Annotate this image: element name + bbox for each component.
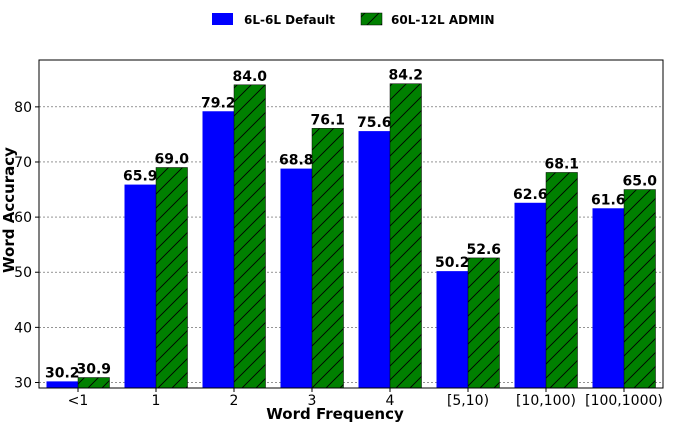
legend-label-series-2: 60L-12L ADMIN [391, 13, 495, 27]
x-axis-title: Word Frequency [266, 405, 404, 423]
y-tick-label: 80 [14, 100, 32, 116]
y-tick-label: 50 [14, 265, 32, 281]
bar-series-1 [358, 131, 390, 388]
bar-series-1 [592, 208, 624, 388]
data-label: 62.6 [513, 187, 548, 203]
x-tick-label: 4 [386, 393, 395, 409]
x-tick-label: 1 [152, 393, 161, 409]
bar-series-2 [77, 377, 110, 389]
y-tick-label: 30 [14, 375, 32, 391]
x-tick-label: [100,1000) [585, 393, 663, 409]
y-axis: 30 40 50 60 70 80 [14, 100, 39, 391]
data-label: 76.1 [310, 112, 345, 128]
y-tick-label: 60 [14, 210, 32, 226]
value-labels: 30.230.9 65.9 69.0 79.2 84.0 68.8 76.1 75.6 84.2… [45, 68, 657, 382]
x-tick-label: 3 [308, 393, 317, 409]
data-label: 52.6 [466, 242, 501, 258]
bar-series-1 [202, 111, 234, 389]
data-label: 30.9 [76, 362, 111, 378]
bar-series-1 [46, 381, 78, 388]
bar-series-1 [436, 271, 468, 388]
plot-frame [38, 59, 664, 389]
data-label: 65.9 [123, 169, 158, 185]
bar-series-2 [623, 189, 656, 389]
bar-series-2 [389, 83, 422, 389]
data-label: 61.6 [591, 192, 626, 208]
bar-series-2 [155, 167, 188, 389]
legend-label-series-1: 6L-6L Default [244, 13, 335, 27]
y-axis-title: Word Accuracy [0, 147, 18, 273]
data-label: 68.1 [544, 156, 579, 172]
bars [46, 83, 656, 389]
bar-series-1 [280, 168, 312, 388]
data-label: 68.8 [279, 153, 314, 169]
x-tick-label: 2 [230, 393, 239, 409]
x-axis: <1 1 2 3 4 [5,10) [10,100) [100,1000) [68, 388, 663, 409]
legend-swatch-series-2 [360, 12, 383, 26]
data-label: 50.2 [435, 255, 470, 271]
bar-series-1 [514, 202, 546, 388]
x-tick-label: [10,100) [516, 393, 576, 409]
data-label: 65.0 [622, 174, 657, 190]
bar-series-1 [124, 184, 156, 388]
bar-series-2 [311, 128, 344, 389]
data-label: 75.6 [357, 115, 392, 131]
bar-series-2 [467, 257, 500, 389]
data-label: 84.2 [388, 68, 423, 84]
data-label: 84.0 [232, 69, 267, 85]
data-label: 79.2 [201, 95, 236, 111]
bar-series-2 [233, 84, 266, 389]
data-label: 30.2 [45, 365, 80, 381]
bar-series-2 [545, 172, 578, 389]
legend-swatch-series-1 [212, 13, 233, 25]
y-tick-label: 40 [14, 320, 32, 336]
x-tick-label: <1 [68, 393, 89, 409]
data-label: 69.0 [154, 151, 189, 167]
y-tick-label: 70 [14, 155, 32, 171]
x-tick-label: [5,10) [447, 393, 489, 409]
legend: 6L-6L Default 60L-12L ADMIN [212, 12, 495, 27]
